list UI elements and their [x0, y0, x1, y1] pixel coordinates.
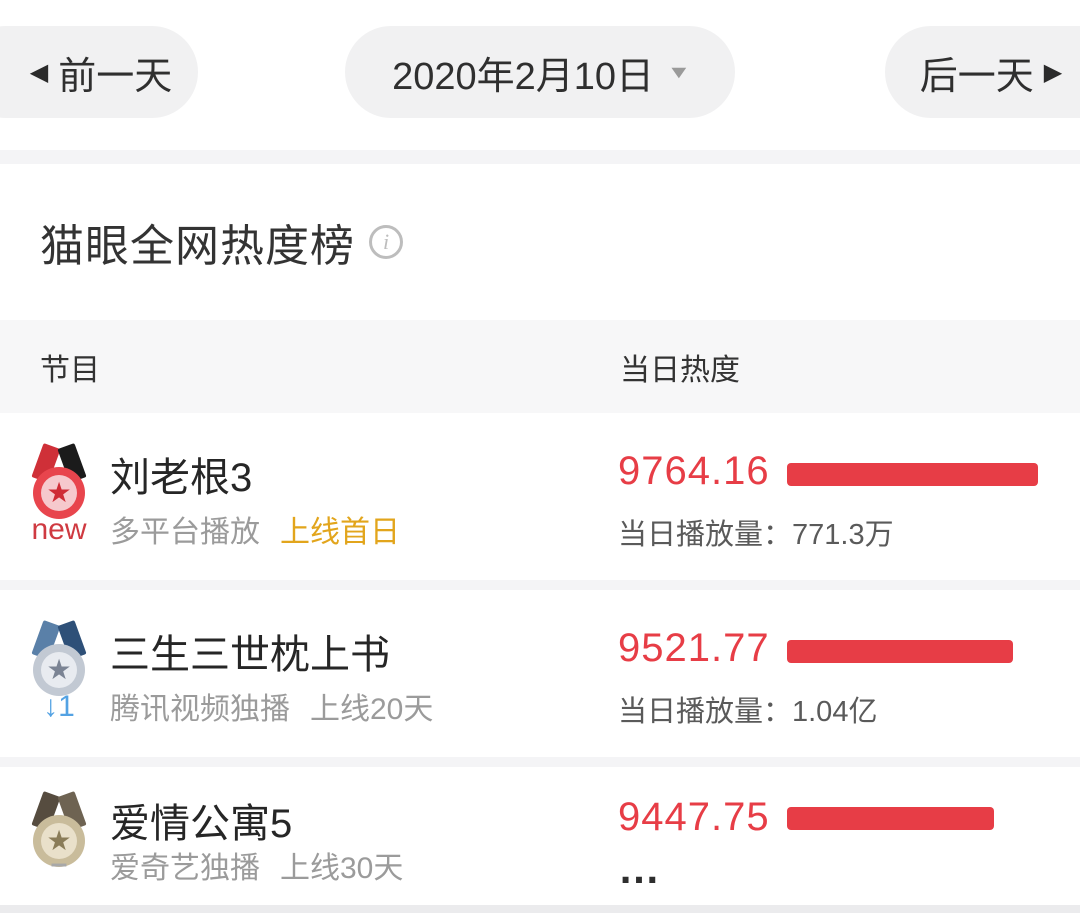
medal-disc	[33, 644, 85, 696]
movement-indicator: ↓1	[43, 690, 75, 723]
release-tag: 上线20天	[310, 693, 434, 726]
star-icon: ★	[46, 654, 72, 685]
heat-bar	[787, 807, 994, 830]
platform-label: 爱奇艺独播	[110, 852, 260, 885]
star-icon: ★	[46, 477, 72, 508]
show-subtitle: 多平台播放 上线首日	[110, 507, 400, 551]
column-header-program: 节目	[40, 353, 100, 387]
daily-plays-label: 当日播放量：771.3万	[618, 519, 894, 551]
show-title[interactable]: 爱情公寓5	[110, 802, 293, 846]
date-navigation-bar: ◀ 前一天 2020年2月10日 ▼ 后一天 ▶	[0, 0, 1080, 150]
movement-indicator: –	[50, 847, 68, 880]
page-title: 猫眼全网热度榜	[40, 222, 355, 271]
heat-value: 9521.77	[618, 626, 770, 670]
show-title[interactable]: 三生三世枕上书	[110, 633, 390, 677]
column-header-heat: 当日热度	[620, 353, 740, 387]
release-tag: 上线30天	[280, 852, 404, 885]
heat-value: 9447.75	[618, 795, 770, 839]
right-arrow-icon: ▶	[1043, 58, 1063, 86]
daily-plays-ellipsis: …	[618, 845, 666, 892]
heat-bar	[787, 640, 1013, 663]
show-title[interactable]: 刘老根3	[110, 456, 253, 500]
date-selector-button[interactable]: 2020年2月10日 ▼	[345, 26, 735, 118]
rank-row-1[interactable]: ★ new 刘老根3 多平台播放 上线首日 9764.16 当日播放量：771.3…	[0, 413, 1080, 580]
left-arrow-icon: ◀	[29, 58, 49, 86]
section-header: 猫眼全网热度榜 i	[0, 164, 1080, 320]
bronze-medal-icon: ★	[30, 791, 88, 871]
next-day-button[interactable]: 后一天 ▶	[885, 26, 1080, 118]
next-day-label: 后一天	[919, 55, 1034, 98]
star-icon: ★	[46, 825, 72, 856]
prev-day-label: 前一天	[58, 55, 173, 98]
movement-indicator: new	[31, 513, 87, 546]
platform-label: 多平台播放	[110, 516, 260, 549]
medal-disc	[33, 815, 85, 867]
heat-value: 9764.16	[618, 449, 770, 493]
show-subtitle: 爱奇艺独播 上线30天	[110, 843, 403, 887]
chevron-down-icon: ▼	[666, 61, 692, 82]
bottom-divider	[0, 905, 1080, 913]
medal-disc	[33, 467, 85, 519]
heat-bar	[787, 463, 1038, 486]
row-divider	[0, 580, 1080, 590]
gold-medal-icon: ★	[30, 443, 88, 523]
table-header-row: 节目 当日热度	[0, 320, 1080, 413]
section-divider	[0, 150, 1080, 164]
silver-medal-icon: ★	[30, 620, 88, 700]
prev-day-button[interactable]: ◀ 前一天	[0, 26, 198, 118]
current-date-label: 2020年2月10日	[392, 55, 655, 98]
info-icon[interactable]: i	[369, 225, 403, 259]
rank-row-3[interactable]: ★ – 爱情公寓5 爱奇艺独播 上线30天 9447.75 …	[0, 767, 1080, 905]
rank-row-2[interactable]: ★ ↓1 三生三世枕上书 腾讯视频独播 上线20天 9521.77 当日播放量：1…	[0, 590, 1080, 757]
daily-plays-label: 当日播放量：1.04亿	[618, 696, 878, 728]
release-tag: 上线首日	[280, 516, 400, 549]
show-subtitle: 腾讯视频独播 上线20天	[110, 684, 433, 728]
row-divider	[0, 757, 1080, 767]
platform-label: 腾讯视频独播	[110, 693, 290, 726]
